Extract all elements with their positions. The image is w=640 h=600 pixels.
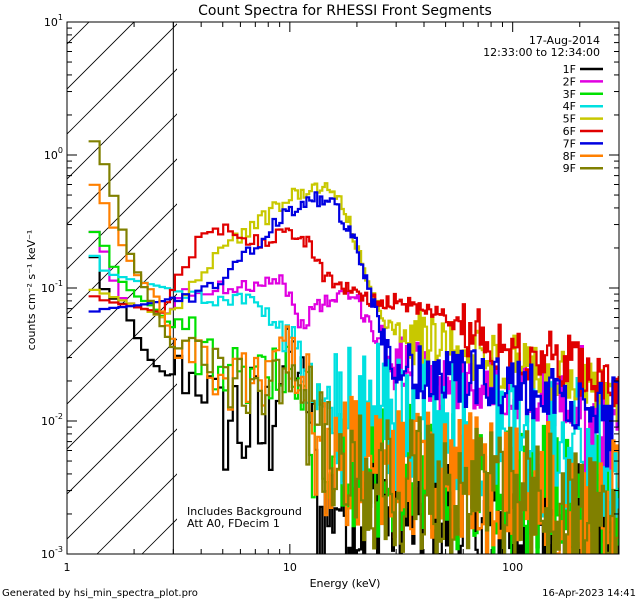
y-tick-label: 10-2 [41, 412, 63, 428]
excluded-region-hatch [67, 22, 177, 554]
annotation-attenuator: Att A0, FDecim 1 [187, 517, 280, 530]
legend-label-3F: 3F [563, 88, 576, 101]
x-tick-label: 100 [502, 561, 523, 574]
footer-timestamp: 16-Apr-2023 14:41 [542, 588, 636, 599]
footer-generated-by: Generated by hsi_min_spectra_plot.pro [2, 588, 198, 599]
y-tick-label: 10-1 [41, 279, 63, 295]
legend-label-8F: 8F [563, 150, 576, 163]
y-axis-label: counts cm⁻² s⁻¹ keV⁻¹ [25, 230, 38, 351]
hatch-line [67, 338, 177, 450]
hatch-line [67, 22, 135, 90]
hatch-line [67, 158, 177, 270]
x-tick-label: 10 [283, 561, 297, 574]
series-line-9F [88, 140, 619, 554]
legend-label-4F: 4F [563, 100, 576, 113]
legend-label-1F: 1F [563, 63, 576, 76]
y-tick-label: 100 [44, 146, 63, 162]
y-tick-label: 10-3 [41, 545, 63, 561]
series-layer [88, 140, 619, 554]
time-range-label: 12:33:00 to 12:34:00 [483, 46, 600, 59]
legend-label-9F: 9F [563, 162, 576, 175]
hatch-line [67, 383, 177, 495]
hatch-line [67, 113, 177, 225]
y-axis: 101 100 10-1 10-2 10-3 [41, 13, 619, 561]
y-tick-label: 101 [44, 13, 63, 29]
hatch-line [67, 22, 90, 45]
annotation-background: Includes Background [187, 505, 302, 518]
x-axis: 1 10 100 [64, 22, 620, 574]
legend-label-6F: 6F [563, 125, 576, 138]
hatch-line [67, 428, 177, 540]
series-line-6F [88, 223, 619, 408]
series-line-7F [88, 191, 619, 468]
x-tick-label: 1 [64, 561, 71, 574]
legend-label-5F: 5F [563, 113, 576, 126]
legend-label-7F: 7F [563, 137, 576, 150]
date-label: 17-Aug-2014 [529, 34, 600, 47]
legend-label-2F: 2F [563, 75, 576, 88]
chart-title: Count Spectra for RHESSI Front Segments [198, 3, 492, 19]
x-axis-label: Energy (keV) [310, 577, 381, 590]
